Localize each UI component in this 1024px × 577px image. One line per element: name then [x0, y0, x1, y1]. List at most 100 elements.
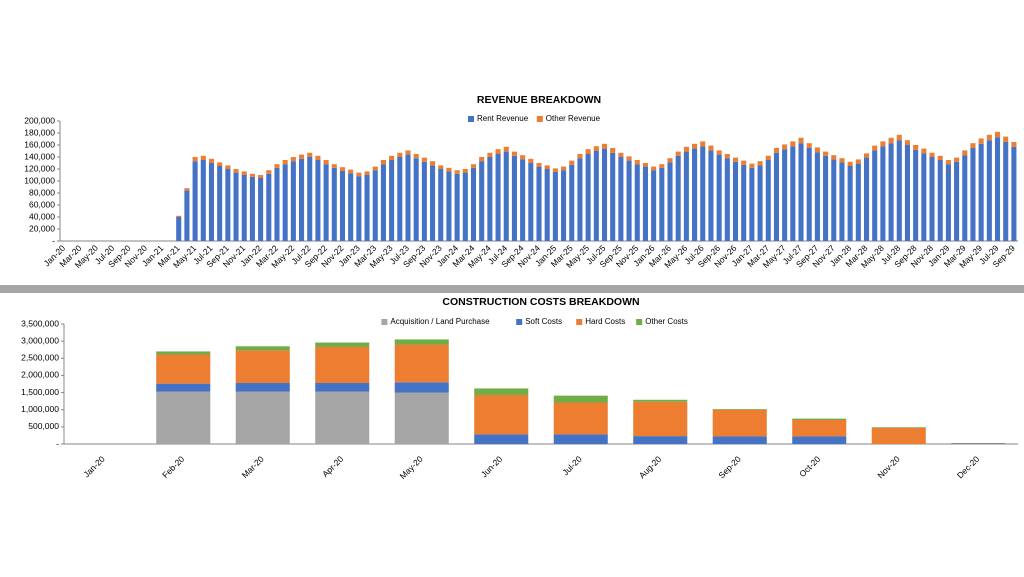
bar-segment — [651, 170, 657, 241]
bar-segment — [806, 143, 812, 148]
bar-segment — [577, 154, 583, 159]
bar-segment — [217, 162, 223, 166]
bar-segment — [235, 350, 290, 383]
bar-segment — [610, 152, 616, 241]
bar-segment — [405, 150, 411, 155]
bar-segment — [708, 145, 714, 151]
bar-segment — [937, 155, 943, 160]
bar-segment — [855, 163, 861, 241]
chart-title: CONSTRUCTION COSTS BREAKDOWN — [442, 296, 639, 308]
bar-segment — [929, 152, 935, 157]
bar-segment — [847, 166, 853, 241]
bar-segment — [249, 173, 255, 177]
bar-segment — [394, 382, 449, 393]
bar-segment — [651, 166, 657, 171]
bar-segment — [1011, 146, 1017, 241]
y-tick-label: 120,000 — [24, 163, 55, 173]
bar-segment — [634, 160, 640, 165]
bar-segment — [831, 155, 837, 160]
bar-segment — [782, 149, 788, 241]
bar-segment — [389, 160, 395, 241]
bar-segment — [208, 158, 215, 163]
bar-segment — [633, 436, 688, 444]
bar-segment — [315, 155, 321, 160]
bar-segment — [659, 164, 665, 168]
bar-segment — [921, 148, 927, 154]
bar-segment — [348, 169, 354, 174]
bar-segment — [454, 170, 460, 174]
bar-segment — [553, 402, 608, 435]
y-tick-label: 180,000 — [24, 127, 55, 137]
bar-segment — [156, 351, 211, 355]
bar-segment — [675, 155, 681, 241]
bar-segment — [462, 169, 468, 173]
bar-segment — [1011, 142, 1017, 147]
bar-segment — [683, 146, 689, 152]
bar-segment — [888, 137, 894, 144]
bar-segment — [618, 152, 624, 157]
bar-segment — [712, 409, 767, 410]
bar-segment — [716, 154, 722, 241]
bar-segment — [394, 339, 449, 345]
bar-segment — [438, 165, 444, 169]
bar-segment — [184, 188, 190, 191]
bar-segment — [929, 157, 935, 241]
bar-segment — [1003, 136, 1009, 142]
bar-segment — [667, 162, 673, 241]
bar-segment — [156, 391, 211, 444]
legend-label: Hard Costs — [585, 317, 625, 326]
bar-segment — [618, 157, 624, 241]
bar-segment — [712, 409, 767, 437]
bar-segment — [569, 164, 575, 241]
bar-segment — [724, 158, 730, 241]
bar-segment — [683, 151, 689, 241]
legend-swatch — [576, 319, 583, 325]
bar-segment — [241, 175, 247, 241]
bar-segment — [945, 164, 951, 241]
bar-segment — [986, 134, 992, 141]
bar-segment — [225, 169, 231, 241]
bar-segment — [814, 147, 820, 153]
bar-segment — [642, 166, 648, 241]
bar-segment — [389, 155, 395, 160]
y-tick-label: 2,500,000 — [21, 353, 59, 363]
y-tick-label: 1,500,000 — [21, 387, 59, 397]
bar-segment — [528, 163, 534, 241]
bar-segment — [986, 140, 992, 241]
bar-segment — [757, 161, 763, 166]
bar-segment — [235, 391, 290, 444]
bar-segment — [299, 158, 305, 241]
bar-segment — [233, 172, 239, 241]
bar-segment — [1003, 142, 1009, 241]
y-tick-label: 160,000 — [24, 139, 55, 149]
bar-segment — [741, 160, 747, 165]
bar-segment — [421, 157, 427, 162]
bar-segment — [299, 154, 305, 159]
y-tick-label: 2,000,000 — [21, 370, 59, 380]
bar-segment — [954, 157, 960, 162]
bar-segment — [446, 167, 452, 172]
bar-segment — [634, 164, 640, 241]
bar-segment — [446, 171, 452, 241]
legend-label: Acquisition / Land Purchase — [390, 317, 490, 326]
bar-segment — [503, 151, 509, 241]
bar-segment — [503, 146, 509, 152]
bar-segment — [708, 150, 714, 241]
bar-segment — [536, 166, 542, 241]
bar-segment — [192, 157, 198, 162]
bar-segment — [315, 160, 321, 241]
bar-segment — [249, 176, 255, 241]
bar-segment — [757, 165, 763, 241]
bar-segment — [896, 134, 902, 141]
bar-segment — [700, 146, 706, 241]
y-tick-label: - — [56, 438, 59, 448]
bar-segment — [552, 172, 558, 241]
y-tick-label: 40,000 — [29, 211, 55, 221]
bar-segment — [814, 152, 820, 241]
bar-segment — [274, 167, 280, 241]
bar-segment — [487, 152, 493, 157]
bar-segment — [495, 149, 501, 154]
legend-label: Rent Revenue — [477, 114, 529, 123]
y-tick-label: 80,000 — [29, 187, 55, 197]
